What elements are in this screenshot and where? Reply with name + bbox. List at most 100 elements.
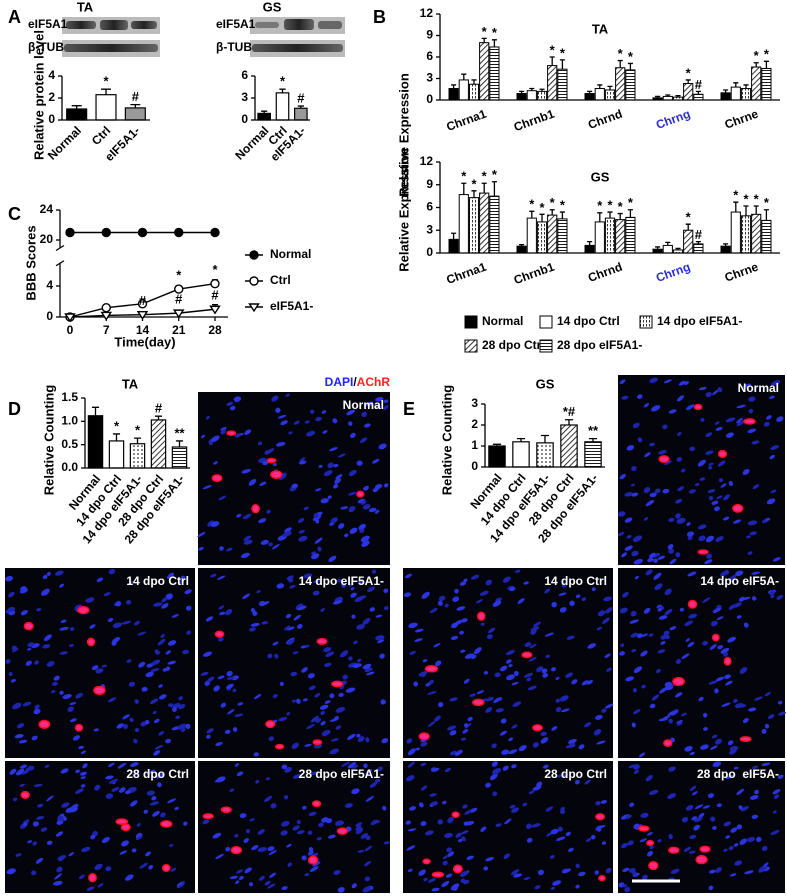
nucleus [324,700,331,704]
nucleus [238,875,244,880]
endplate [274,743,285,750]
endplate [695,854,708,865]
bar [594,88,605,101]
nucleus [374,778,381,783]
nucleus [178,580,184,584]
nucleus [455,832,462,838]
chart-title: GS [536,376,555,391]
nucleus [124,790,132,795]
nucleus [687,535,693,541]
nucleus [660,641,666,645]
nucleus [330,738,339,742]
nucleus [621,842,628,849]
nucleus [244,429,252,436]
micrograph-label: 28 dpo Ctrl [126,767,189,781]
bar [294,107,308,121]
error-bar [481,182,487,194]
nucleus [709,869,716,874]
endplate [663,739,673,747]
nucleus [429,607,438,614]
nucleus [57,815,64,822]
nucleus [645,569,653,576]
nucleus [626,534,632,539]
nucleus [218,605,225,610]
nucleus [243,838,249,844]
nucleus [687,641,695,648]
y-tick-label: 0 [241,112,248,126]
nucleus [243,539,253,545]
nucleus [68,852,75,857]
micrograph-label: 14 dpo eIF5A- [700,574,779,588]
nucleus [631,550,639,557]
nucleus [359,437,368,443]
significance-mark: * [733,188,739,203]
x-tick-label: Chrnd [586,107,624,132]
nucleus [480,622,485,626]
error-bar [665,94,671,97]
nucleus [261,601,270,606]
significance-mark: * [743,191,749,206]
nucleus [662,488,670,494]
nucleus [480,826,487,832]
nucleus [725,417,736,423]
endplate [316,637,328,645]
error-bar [529,210,535,219]
nucleus [425,830,434,836]
error-bar [607,211,613,219]
nucleus [362,504,371,510]
x-tick-label: Chrnb1 [512,107,557,135]
nucleus [702,597,711,603]
endplate [732,504,744,513]
endplate [723,656,732,666]
nucleus [655,669,661,673]
nucleus [414,628,424,633]
nucleus [728,604,736,610]
nucleus [219,611,226,616]
nucleus [141,686,148,692]
nucleus [308,850,314,856]
error-bar [154,415,163,420]
nucleus [705,535,714,543]
nucleus [5,575,14,582]
nucleus [765,517,771,521]
nucleus [415,747,420,751]
nucleus [58,854,67,860]
nucleus [694,817,703,823]
endplate [739,736,752,743]
nucleus [643,487,651,494]
nucleus [622,867,630,872]
endplate [266,457,277,464]
nucleus [234,713,244,717]
nucleus [257,441,263,446]
nucleus [350,587,355,591]
nucleus [89,624,96,629]
endplate [452,864,463,874]
nucleus [688,489,696,494]
endplate [424,665,439,673]
nucleus [559,695,569,702]
nucleus [36,816,45,820]
nucleus [215,853,224,860]
nucleus [664,588,672,596]
nucleus [509,587,516,592]
y-tick-label: 4 [46,278,53,292]
bar [516,245,527,254]
bar [108,440,125,469]
nucleus [734,860,743,866]
nucleus [494,672,501,678]
nucleus [449,730,457,736]
nucleus [203,651,213,657]
nucleus [108,697,117,703]
nucleus [287,862,293,867]
nucleus [171,614,179,618]
significance-mark: * [618,46,624,61]
nucleus [693,824,700,831]
nucleus [633,769,640,774]
nucleus [493,697,502,703]
nucleus [639,752,646,758]
nucleus [492,768,502,775]
nucleus [532,742,539,748]
nucleus [405,820,411,825]
nucleus [354,663,359,669]
bar [683,229,694,254]
